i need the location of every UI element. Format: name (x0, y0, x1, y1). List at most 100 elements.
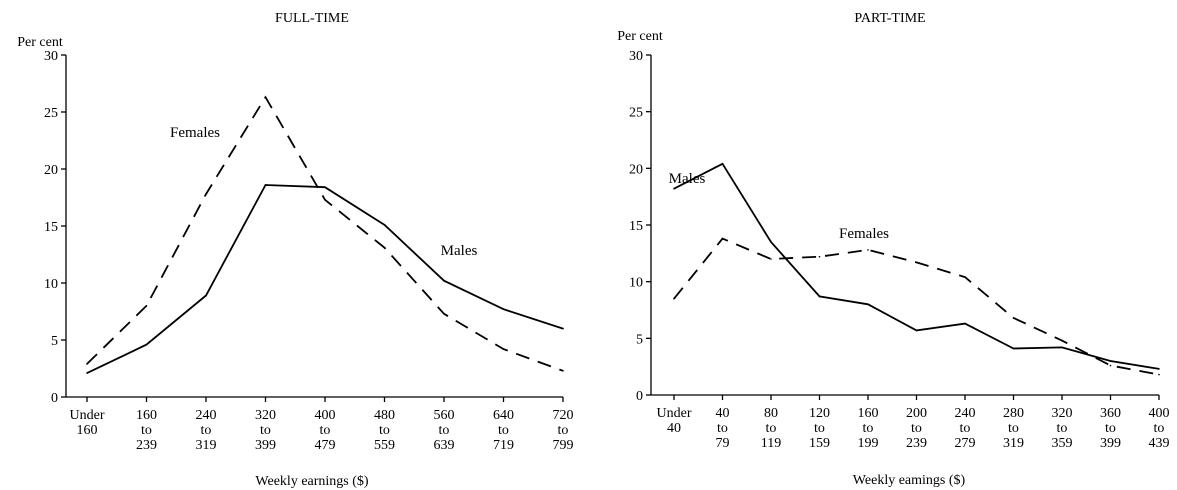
x-category-label: Under (657, 406, 692, 421)
x-category-label: Under (70, 408, 105, 423)
data-point-males (264, 184, 267, 186)
x-category-label: to (141, 423, 152, 438)
series-line-males (86, 184, 564, 374)
x-category-label: 320 (255, 408, 276, 423)
data-point-males (1109, 360, 1112, 362)
x-category-label: 399 (1100, 436, 1121, 451)
x-category-label: 400 (315, 408, 336, 423)
y-tick-label: 20 (44, 163, 58, 178)
y-tick-label: 25 (629, 106, 643, 121)
data-point-males (673, 187, 675, 190)
data-point-males (964, 322, 966, 325)
y-tick-label: 25 (44, 106, 58, 121)
x-category-label: to (1105, 421, 1116, 436)
x-category-label: 359 (1052, 436, 1073, 451)
data-point-females (1109, 364, 1112, 367)
x-category-label: 280 (1003, 406, 1024, 421)
x-category-label: 160 (77, 423, 98, 438)
data-point-females (1158, 373, 1160, 376)
data-point-males (205, 294, 207, 297)
x-category-label: 480 (374, 408, 395, 423)
x-category-label: 199 (858, 436, 879, 451)
y-tick-label: 0 (51, 391, 58, 406)
x-category-label: 240 (955, 406, 976, 421)
x-category-label: 119 (761, 436, 781, 451)
series-line-females (86, 95, 564, 372)
data-point-females (324, 198, 326, 201)
x-category-label: 559 (374, 438, 395, 453)
x-category-label: 240 (196, 408, 217, 423)
x-category-label: 560 (434, 408, 455, 423)
x-category-label: to (260, 423, 271, 438)
data-point-males (867, 303, 869, 306)
x-category-label: 639 (434, 438, 455, 453)
x-category-label: 320 (1052, 406, 1073, 421)
x-category-label: 799 (553, 438, 574, 453)
data-point-males (562, 327, 564, 330)
y-tick-label: 30 (629, 49, 643, 64)
y-tick-label: 30 (44, 49, 58, 64)
data-point-females (264, 96, 267, 98)
data-point-females (818, 255, 821, 258)
x-category-label: to (863, 421, 874, 436)
x-axis-title: Weekly eamings ($) (853, 473, 966, 488)
x-category-label: 640 (493, 408, 514, 423)
x-category-label: to (558, 423, 569, 438)
x-category-label: 239 (906, 436, 927, 451)
data-point-males (1012, 347, 1015, 350)
series-line-males (673, 162, 1160, 370)
x-category-label: to (379, 423, 390, 438)
x-category-label: 719 (493, 438, 514, 453)
y-tick-label: 20 (629, 162, 643, 177)
data-point-males (443, 279, 445, 282)
data-point-males (383, 224, 386, 226)
data-point-females (383, 246, 386, 249)
data-point-males (770, 241, 772, 243)
x-category-label: to (439, 423, 450, 438)
data-point-males (721, 163, 724, 165)
data-point-males (86, 372, 88, 374)
data-point-males (1061, 346, 1063, 349)
x-category-label: to (320, 423, 331, 438)
data-point-females (86, 363, 88, 365)
y-axis-title: Per cent (17, 35, 63, 50)
data-point-males (324, 186, 326, 189)
data-point-females (562, 369, 564, 372)
x-category-label: 200 (906, 406, 927, 421)
x-category-label: 40 (667, 421, 681, 436)
data-point-males (1158, 368, 1160, 370)
data-point-females (770, 258, 772, 260)
y-tick-label: 5 (51, 334, 58, 349)
x-category-label: 319 (1003, 436, 1024, 451)
data-point-males (818, 295, 821, 298)
x-category-label: 40 (716, 406, 730, 421)
data-point-females (1012, 317, 1015, 319)
data-point-females (964, 276, 966, 278)
y-tick-label: 10 (44, 277, 58, 292)
x-category-label: 80 (764, 406, 778, 421)
x-category-label: to (1008, 421, 1019, 436)
x-category-label: 319 (196, 438, 217, 453)
data-point-females (502, 348, 505, 350)
data-point-females (721, 237, 724, 240)
x-category-label: to (498, 423, 509, 438)
x-category-label: 720 (553, 408, 574, 423)
data-point-females (867, 249, 869, 251)
y-tick-label: 10 (629, 276, 643, 291)
x-category-label: 160 (858, 406, 879, 421)
x-category-label: 439 (1149, 436, 1170, 451)
x-category-label: 79 (716, 436, 730, 451)
series-label-males: Males (441, 243, 478, 259)
x-category-label: to (717, 421, 728, 436)
x-category-label: 120 (809, 406, 830, 421)
series-label-males: Males (669, 171, 706, 187)
x-category-label: 360 (1100, 406, 1121, 421)
data-point-females (205, 193, 207, 195)
x-category-label: to (1154, 421, 1165, 436)
x-category-label: 279 (955, 436, 976, 451)
x-category-label: 400 (1149, 406, 1170, 421)
x-category-label: to (1057, 421, 1068, 436)
series-label-females: Females (170, 125, 220, 141)
